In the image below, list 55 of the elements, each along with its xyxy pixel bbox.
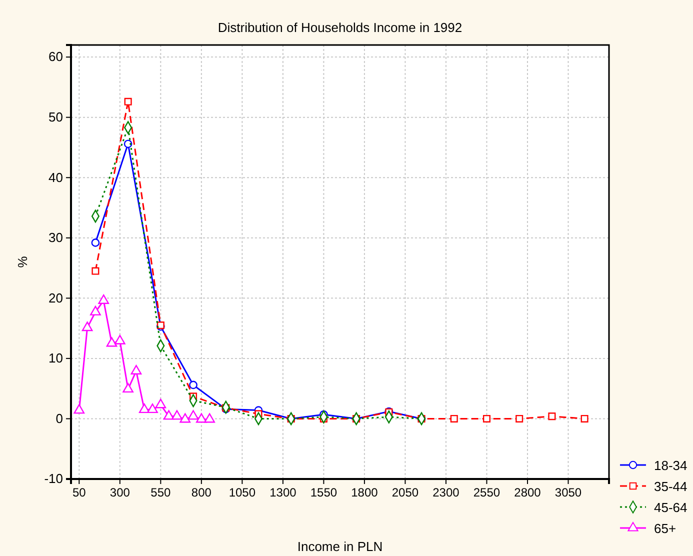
point	[163, 410, 174, 420]
point	[106, 337, 118, 347]
legend-label: 45-64	[654, 500, 688, 515]
x-tick-label: 2050	[392, 486, 419, 500]
point	[147, 404, 158, 414]
point	[516, 414, 524, 422]
point	[90, 306, 101, 316]
point	[130, 364, 142, 374]
point	[82, 322, 93, 332]
point	[548, 412, 556, 420]
x-tick-label: 1550	[310, 486, 338, 500]
point	[196, 413, 207, 423]
point	[189, 380, 198, 390]
point	[580, 414, 588, 422]
y-tick-label: -10	[44, 471, 63, 486]
x-tick-label: 800	[191, 486, 212, 500]
chart-title: Distribution of Households Income in 1992	[218, 20, 462, 35]
x-tick-label: 300	[110, 486, 130, 500]
x-tick-label: 3050	[554, 486, 582, 500]
x-tick-label: 2550	[473, 486, 500, 500]
x-tick-label: 1800	[351, 486, 378, 500]
x-tick-label: 50	[72, 486, 86, 500]
point	[204, 413, 215, 423]
point	[98, 294, 110, 304]
y-tick-label: 40	[48, 170, 63, 185]
point	[450, 414, 458, 422]
point	[188, 410, 199, 420]
point	[172, 410, 182, 420]
point	[114, 334, 126, 344]
legend-label: 18-34	[654, 458, 688, 473]
y-tick-label: 50	[48, 109, 63, 124]
x-tick-label: 2800	[514, 486, 542, 500]
y-axis-title: %	[15, 256, 30, 268]
point	[138, 404, 150, 414]
x-tick-label: 1050	[228, 486, 256, 500]
x-axis-title: Income in PLN	[297, 539, 383, 554]
point	[124, 140, 132, 148]
x-tick-label: 550	[150, 486, 171, 500]
point	[155, 398, 166, 408]
y-tick-label: 10	[48, 350, 63, 366]
x-tick-label: 1300	[270, 486, 297, 500]
y-tick-label: 60	[48, 49, 63, 64]
y-tick-label: 20	[48, 290, 63, 306]
point	[122, 383, 134, 393]
x-tick-label: 2300	[432, 486, 460, 500]
legend-label: 35-44	[654, 479, 688, 494]
point	[92, 267, 100, 275]
point	[482, 414, 490, 422]
y-tick-label: 30	[48, 230, 63, 246]
point	[124, 98, 132, 106]
point	[74, 404, 85, 414]
point	[91, 238, 100, 247]
point	[180, 413, 191, 423]
y-tick-label: 0	[56, 410, 63, 426]
legend-label: 65+	[654, 521, 676, 536]
